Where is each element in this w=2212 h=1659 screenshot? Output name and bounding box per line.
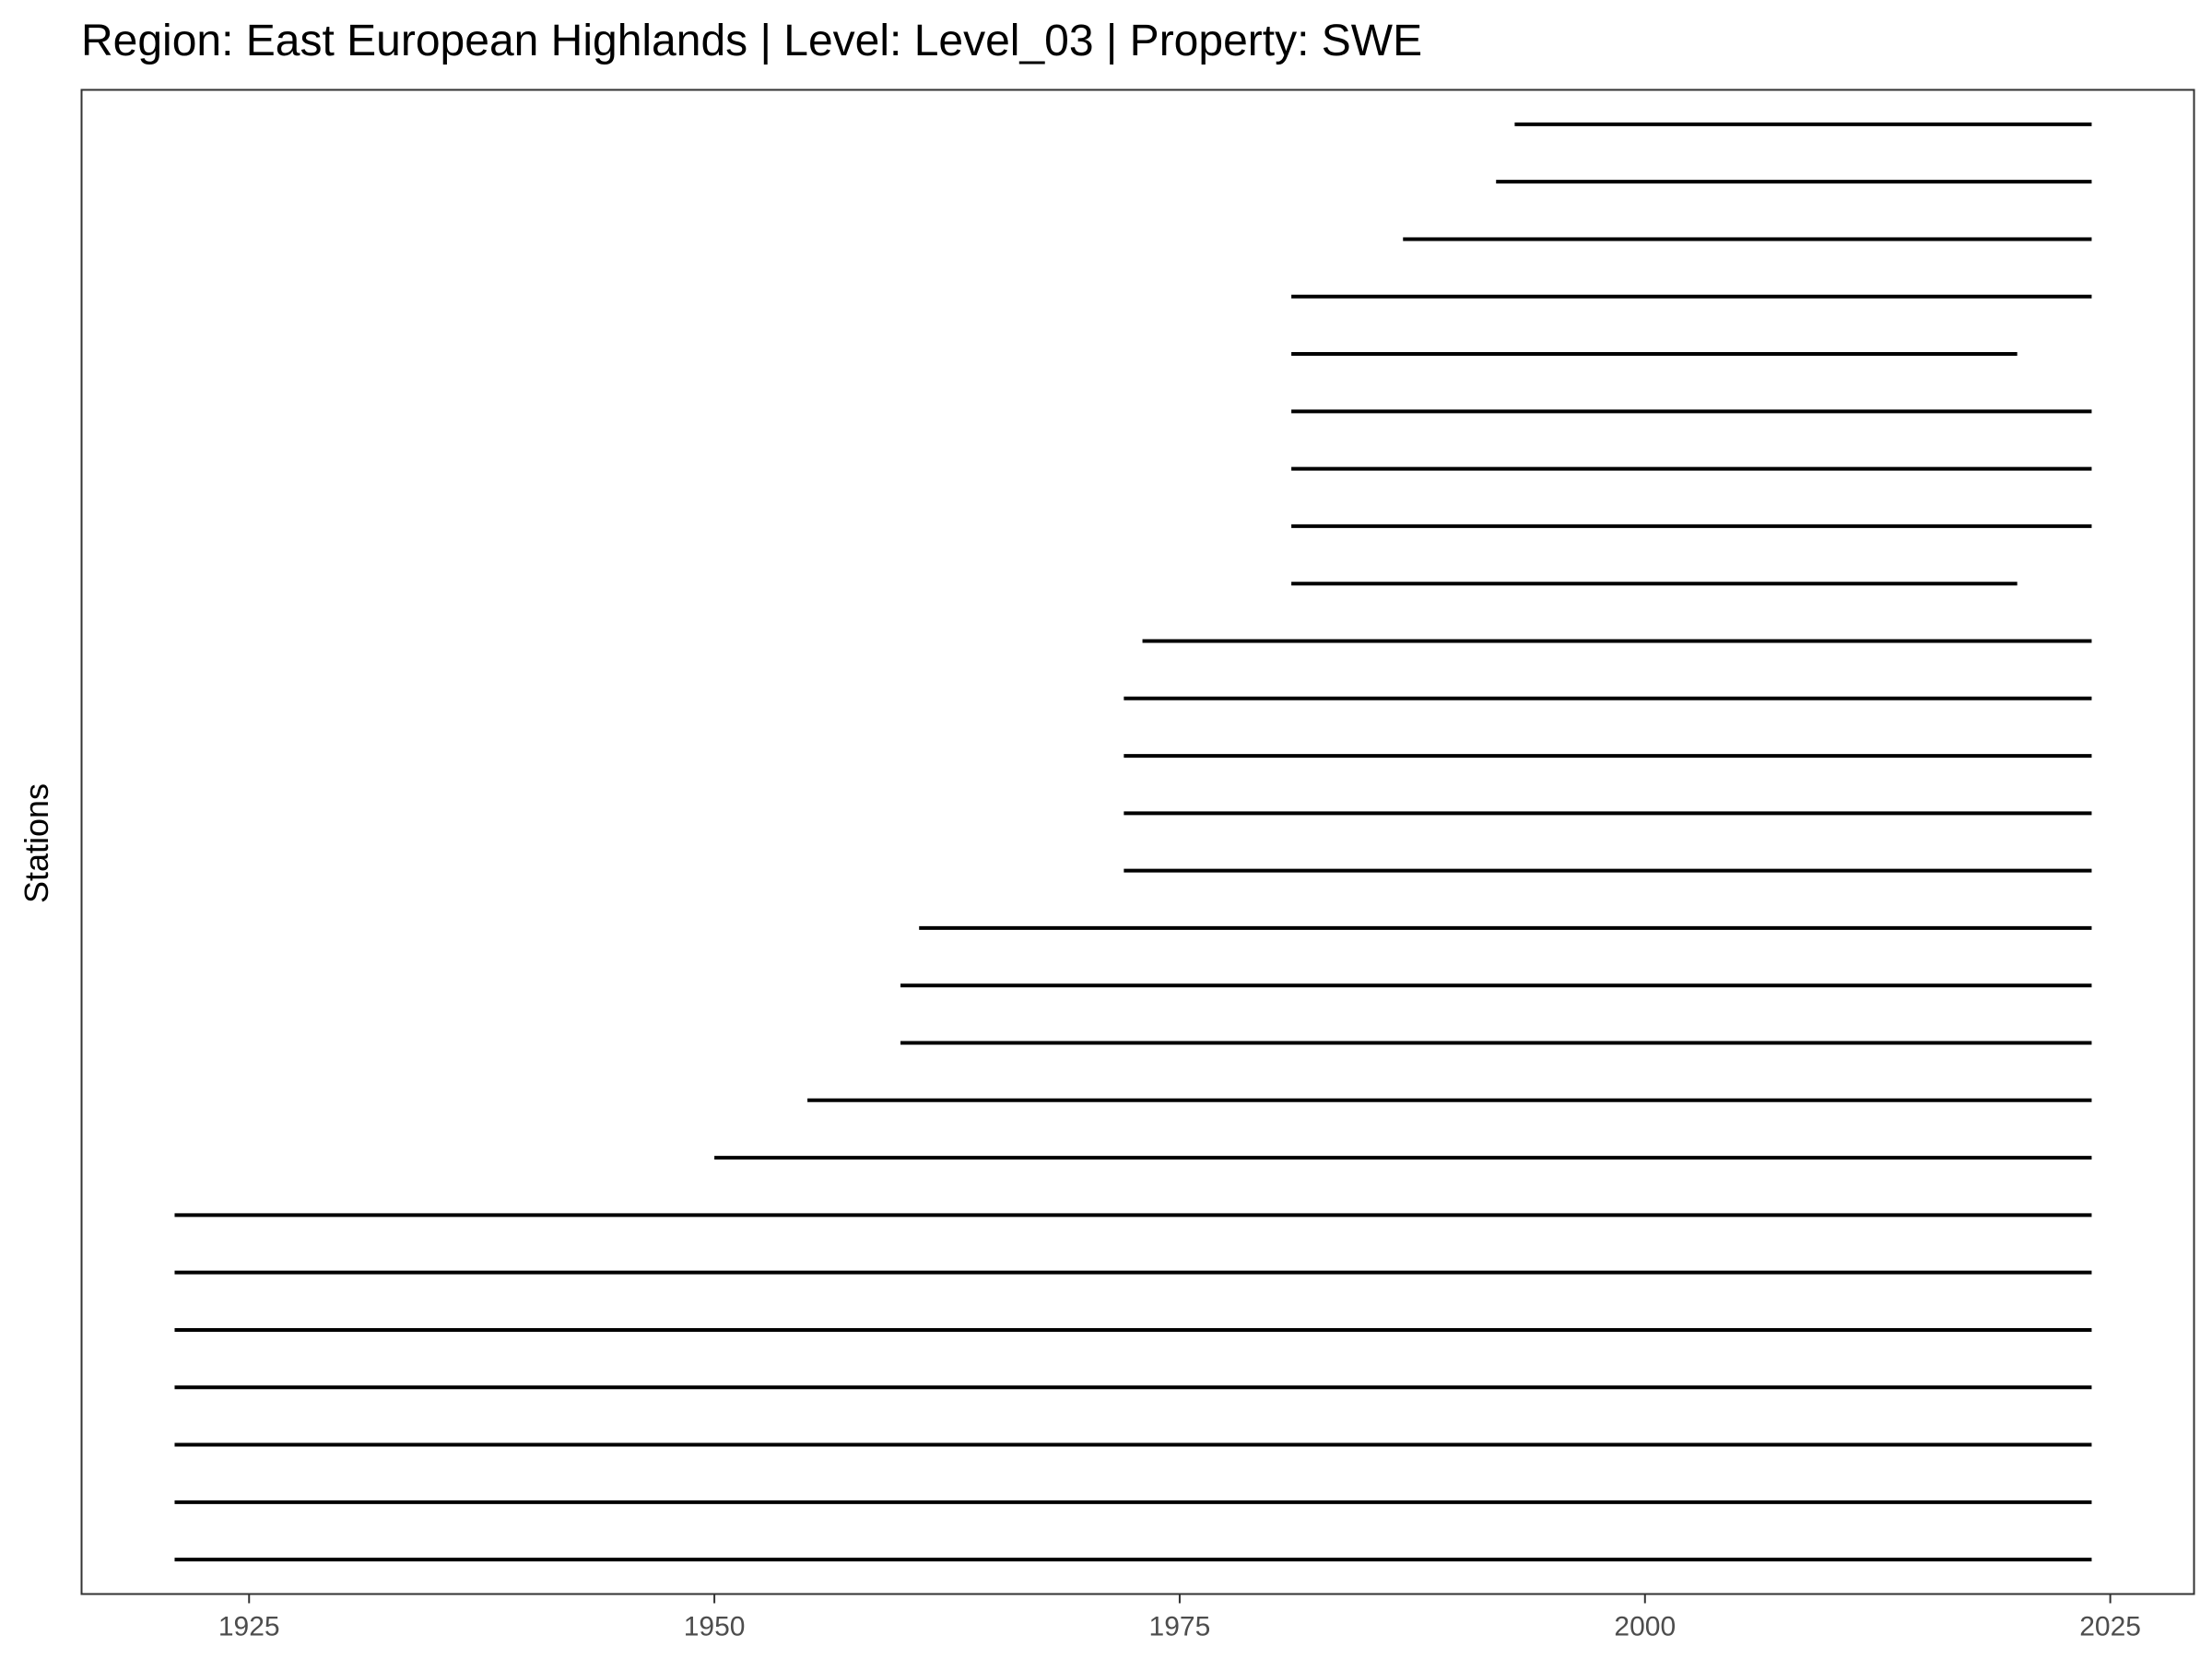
x-tick-label: 1925: [218, 1612, 280, 1642]
x-tick-label: 2000: [1614, 1612, 1676, 1642]
x-tick-label: 1950: [684, 1612, 746, 1642]
x-axis: 1925 1950 1975 2000 2025: [218, 1594, 2141, 1642]
x-tick-label: 2025: [2079, 1612, 2141, 1642]
station-lines: [174, 122, 2092, 1562]
chart-title: Region: East European Highlands | Level:…: [81, 17, 1422, 65]
x-tick-label: 1975: [1149, 1612, 1211, 1642]
plot-panel: [80, 88, 2195, 1595]
y-axis-title: Stations: [18, 783, 55, 903]
